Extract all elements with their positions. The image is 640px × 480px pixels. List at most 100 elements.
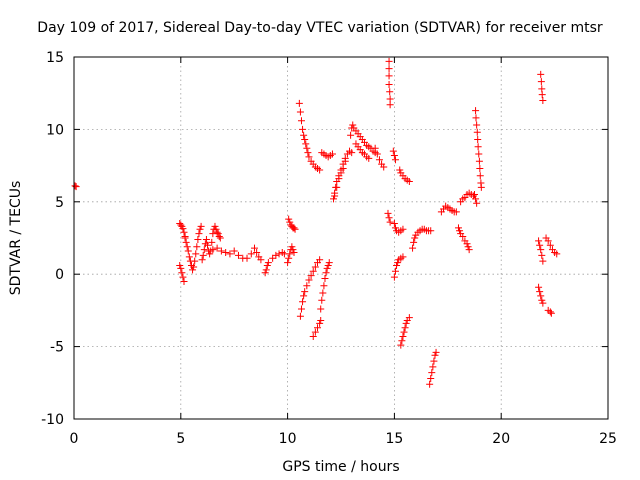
y-tick-label: 5: [55, 195, 64, 211]
data-point: [538, 91, 546, 99]
data-point: [211, 222, 219, 230]
data-point: [182, 238, 190, 246]
data-point: [390, 220, 398, 228]
y-axis-ticks: -10 -5 0 5 10 15: [41, 50, 608, 428]
data-point: [193, 243, 201, 251]
data-point: [373, 150, 381, 158]
x-tick-label: 15: [385, 431, 403, 447]
data-point: [397, 341, 405, 349]
y-tick-label: 10: [46, 122, 64, 138]
series-arc-10h-b: [285, 215, 299, 233]
series-arc-19h-b: [471, 191, 481, 207]
data-point: [71, 182, 79, 190]
data-point: [189, 266, 197, 274]
series-arc-15h-c: [390, 253, 407, 281]
series-arc-11h-c: [317, 259, 333, 313]
y-tick-label: 0: [55, 267, 64, 283]
data-point: [199, 251, 207, 259]
data-point: [399, 332, 407, 340]
data-point: [194, 235, 202, 243]
data-point: [216, 234, 224, 242]
data-point: [390, 273, 398, 281]
data-point: [286, 250, 294, 258]
data-point: [537, 292, 545, 300]
data-point: [539, 257, 547, 265]
data-point: [428, 369, 436, 377]
data-point: [426, 380, 434, 388]
series-arc-10h-c: [295, 99, 324, 174]
data-point: [427, 374, 435, 382]
data-point: [535, 237, 543, 245]
data-point: [473, 121, 481, 129]
series-arc-13h-b: [352, 140, 373, 162]
data-point: [185, 253, 193, 261]
data-point: [537, 70, 545, 78]
data-point: [347, 131, 355, 139]
data-point: [539, 299, 547, 307]
data-point: [456, 227, 464, 235]
data-point: [474, 143, 482, 151]
data-point: [300, 131, 308, 139]
data-point: [405, 178, 413, 186]
data-point: [536, 288, 544, 296]
data-point: [385, 57, 393, 65]
data-point: [253, 248, 261, 256]
data-point: [297, 117, 305, 125]
plot-frame: [73, 56, 609, 420]
data-point: [302, 140, 310, 148]
data-point: [337, 169, 345, 177]
data-point: [409, 244, 417, 252]
data-point: [474, 136, 482, 144]
data-point: [385, 214, 393, 222]
data-point: [477, 183, 485, 191]
data-point: [261, 269, 269, 277]
data-point: [184, 247, 192, 255]
series-arc-05h-a: [176, 220, 189, 242]
data-point: [257, 256, 265, 264]
x-axis-label: GPS time / hours: [282, 459, 399, 475]
y-axis-label: SDTVAR / TECUs: [8, 181, 24, 296]
series-arc-19h: [472, 107, 485, 191]
data-point: [331, 192, 339, 200]
data-point: [305, 153, 313, 161]
data-point: [333, 183, 341, 191]
data-point: [316, 256, 324, 264]
data-point: [318, 296, 326, 304]
data-point: [472, 114, 480, 122]
series-arc-05h-b: [176, 262, 188, 285]
data-point: [192, 250, 200, 258]
series-arc-14h-b: [385, 57, 394, 109]
y-tick-label: 15: [46, 50, 64, 66]
data-point: [349, 121, 357, 129]
series-arc-09h-b: [269, 248, 288, 262]
data-point: [226, 250, 234, 258]
data-point: [339, 164, 347, 172]
data-point: [553, 250, 561, 258]
series-arc-15h-e: [397, 314, 413, 349]
data-point: [177, 264, 185, 272]
series-arc-06h: [198, 222, 224, 264]
data-point: [386, 88, 394, 96]
data-point: [290, 248, 298, 256]
x-axis-ticks: 0 5 10 15 20 25: [70, 57, 617, 447]
data-point: [317, 317, 325, 325]
x-tick-label: 25: [599, 431, 617, 447]
data-point: [214, 230, 222, 238]
x-tick-label: 5: [176, 431, 185, 447]
series-arc-15h-d: [396, 166, 413, 186]
data-point: [200, 246, 208, 254]
data-point: [391, 267, 399, 275]
data-point: [300, 292, 308, 300]
data-point: [316, 166, 324, 174]
data-point: [208, 238, 216, 246]
data-point: [230, 247, 238, 255]
data-point: [432, 348, 440, 356]
x-tick-label: 20: [492, 431, 510, 447]
data-point: [303, 282, 311, 290]
series-arc-22h-d: [542, 234, 561, 258]
data-point: [204, 241, 211, 249]
data-point: [296, 312, 304, 320]
data-point: [309, 267, 317, 275]
data-point: [398, 337, 406, 345]
data-point: [537, 78, 545, 86]
